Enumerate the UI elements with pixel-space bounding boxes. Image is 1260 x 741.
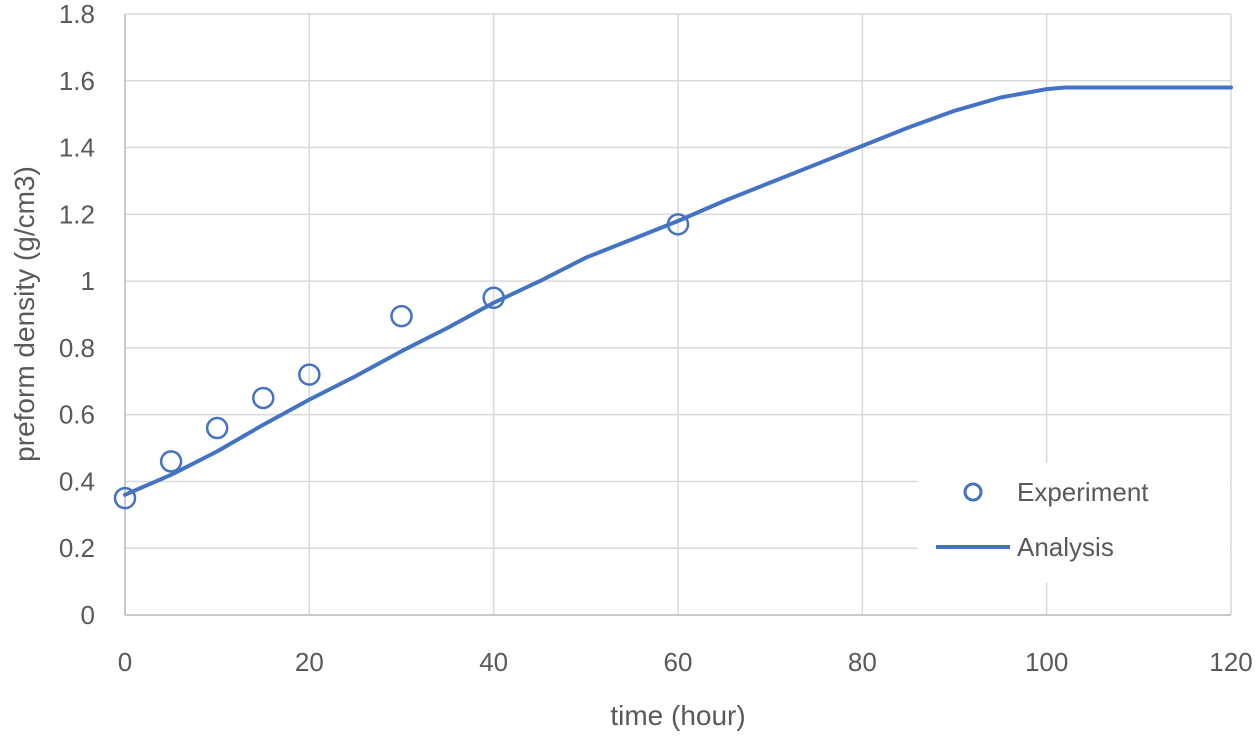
experiment-point — [113, 486, 137, 510]
x-axis-title: time (hour) — [610, 700, 745, 731]
experiment-point — [159, 450, 183, 473]
y-tick-label: 0 — [81, 600, 95, 630]
x-tick-label: 60 — [664, 647, 693, 677]
experiment-point — [390, 304, 413, 328]
x-tick-label: 0 — [118, 647, 132, 677]
x-tick-label: 100 — [1025, 647, 1068, 677]
y-tick-label: 1.2 — [59, 199, 95, 229]
y-tick-label: 1.4 — [59, 133, 95, 163]
y-tick-label: 0.4 — [59, 466, 95, 496]
y-tick-label: 0.2 — [59, 533, 95, 563]
experiment-point — [666, 213, 690, 236]
x-tick-label: 20 — [295, 647, 324, 677]
y-tick-label: 0.8 — [59, 333, 95, 363]
y-tick-label: 1 — [81, 266, 95, 296]
legend-analysis-label: Analysis — [1017, 532, 1114, 562]
experiment-point — [252, 386, 275, 410]
y-tick-label: 1.6 — [59, 66, 95, 96]
series-layer — [113, 85, 1233, 510]
legend-experiment-marker — [963, 482, 983, 502]
y-tick-label: 1.8 — [59, 0, 95, 29]
experiment-point — [298, 363, 321, 386]
x-tick-label: 80 — [848, 647, 877, 677]
legend-layer: Experiment Analysis — [918, 463, 1230, 583]
axis-layer: 0 0.2 0.4 0.6 0.8 1 1.2 1.4 1.6 1.8 0 20 40 60 80 100 12… — [59, 0, 1253, 677]
y-tick-label: 0.6 — [59, 400, 95, 430]
x-tick-label: 40 — [479, 647, 508, 677]
legend-experiment-label: Experiment — [1017, 477, 1149, 507]
experiment-point — [482, 286, 505, 310]
y-axis-title: preform density (g/cm3) — [9, 166, 40, 462]
analysis-line — [123, 85, 1233, 497]
experiment-point — [205, 416, 229, 440]
x-tick-label: 120 — [1209, 647, 1252, 677]
